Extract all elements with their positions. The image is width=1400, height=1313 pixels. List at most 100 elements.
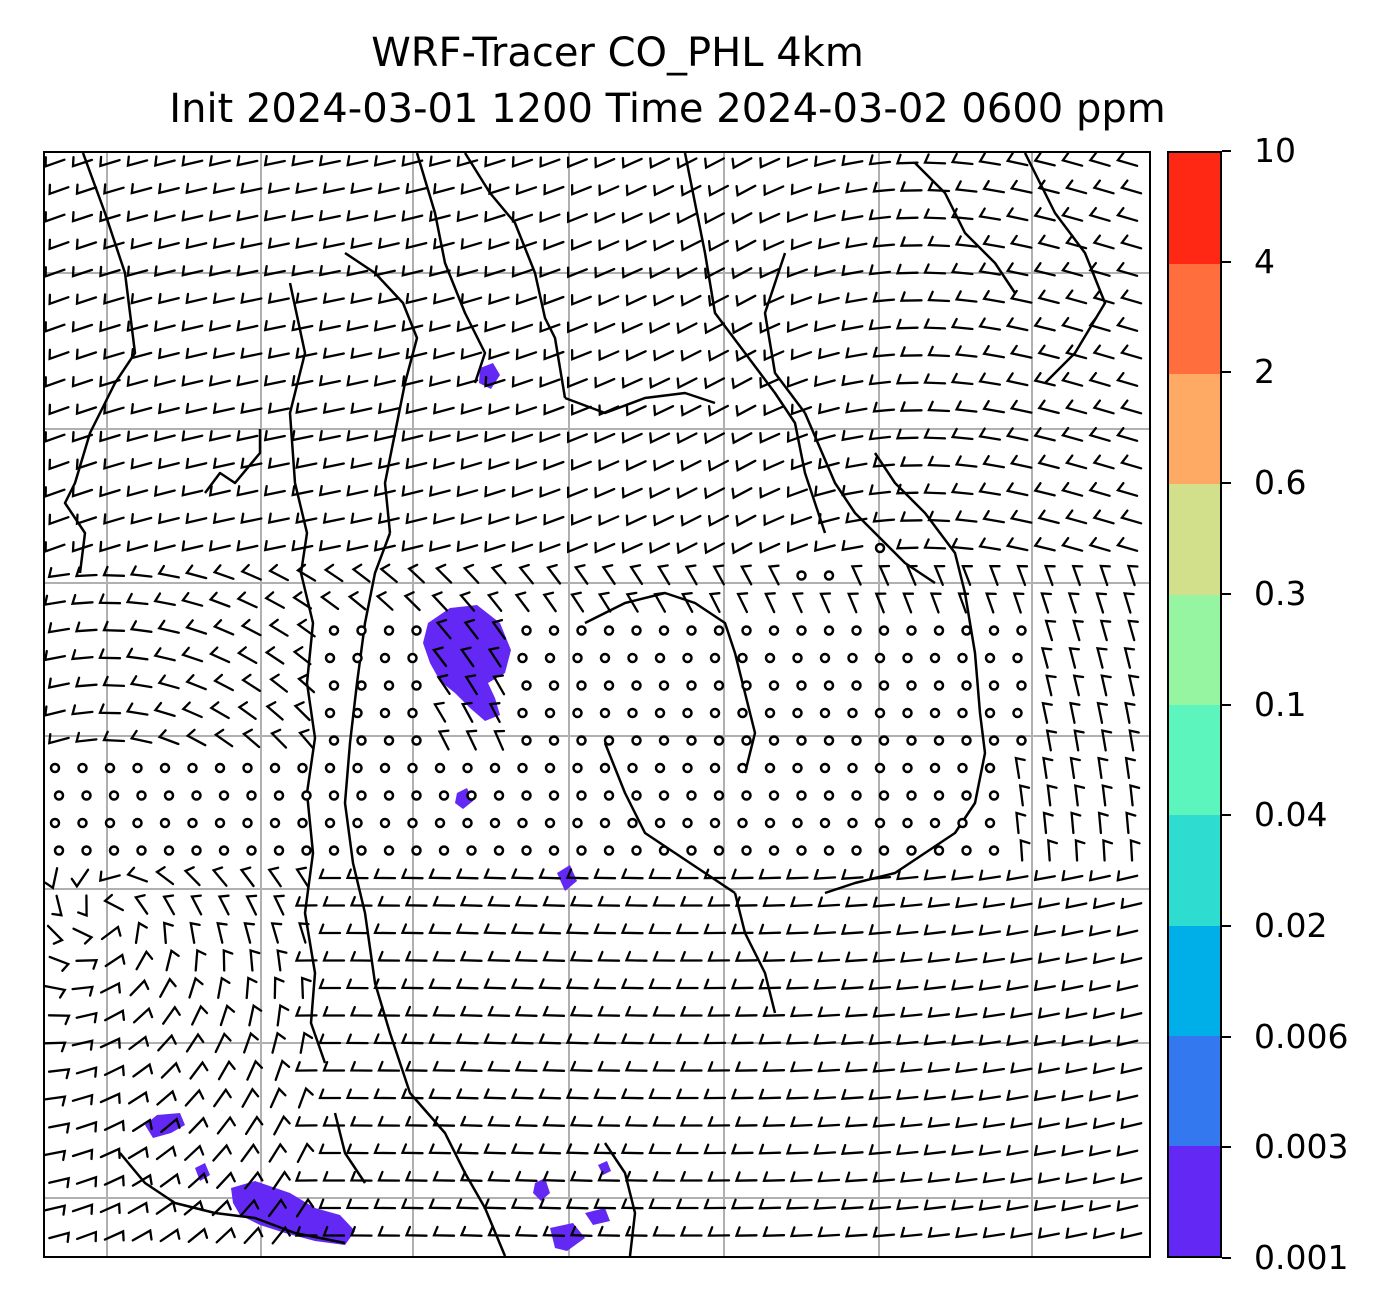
calm-wind-marker <box>411 845 422 856</box>
wind-barb <box>456 375 479 388</box>
wind-barb <box>236 646 258 665</box>
wind-barb <box>791 592 804 614</box>
wind-barb <box>1088 1035 1111 1047</box>
wind-barb <box>460 513 483 525</box>
wind-barb <box>594 321 616 334</box>
wind-barb <box>460 701 474 723</box>
calm-wind-marker <box>984 652 996 664</box>
wind-barb <box>1124 756 1137 780</box>
wind-barb <box>157 237 180 250</box>
wind-barb <box>1033 1034 1056 1047</box>
calm-wind-marker <box>521 790 532 801</box>
wind-barb <box>790 183 813 196</box>
calm-wind-marker <box>603 845 615 856</box>
wind-barb <box>565 1033 589 1045</box>
wind-barb <box>181 265 204 277</box>
wind-barb <box>899 401 923 412</box>
wind-barb <box>1095 646 1108 669</box>
wind-barb <box>1088 316 1111 332</box>
calm-wind-marker <box>379 707 391 719</box>
wind-barb <box>488 348 510 361</box>
wind-barb <box>731 432 753 445</box>
calm-wind-marker <box>764 707 776 719</box>
wind-barb <box>954 235 978 248</box>
wind-barb <box>154 866 175 886</box>
wind-barb <box>1068 646 1081 669</box>
wind-barb <box>789 1006 813 1018</box>
wind-barb <box>45 156 66 168</box>
wind-barb <box>322 347 345 359</box>
wind-barb <box>274 1059 291 1082</box>
wind-barb <box>47 732 70 745</box>
calm-wind-marker <box>599 707 611 719</box>
wind-barb <box>789 1226 813 1238</box>
wind-barb <box>208 210 231 222</box>
wind-barb <box>1095 592 1108 614</box>
wind-barb <box>404 1225 428 1237</box>
wind-barb <box>624 895 648 907</box>
wind-barb <box>679 1005 703 1017</box>
wind-barb <box>71 985 94 997</box>
calm-wind-marker <box>686 790 697 801</box>
wind-barb <box>542 591 557 613</box>
wind-barb <box>377 347 400 360</box>
wind-barb <box>734 951 758 962</box>
wind-barb <box>428 1033 452 1045</box>
wind-barb <box>405 292 428 305</box>
wind-barb <box>625 184 647 197</box>
wind-barb <box>103 893 125 912</box>
wind-barb <box>652 895 676 907</box>
wind-barb <box>403 591 421 612</box>
calm-wind-marker <box>328 680 340 691</box>
calm-wind-marker <box>191 845 202 856</box>
wind-barb <box>1119 344 1143 360</box>
wind-barb <box>763 294 785 307</box>
wind-barb <box>978 207 1002 221</box>
wind-barb <box>649 432 671 445</box>
wind-barb <box>240 563 262 581</box>
calm-wind-marker <box>933 735 945 746</box>
wind-barb <box>621 211 643 224</box>
wind-barb <box>46 924 64 945</box>
wind-barb <box>103 458 125 470</box>
wind-barb <box>707 349 730 362</box>
wind-barb <box>730 1033 754 1045</box>
calm-wind-marker <box>686 680 697 691</box>
calm-wind-marker <box>654 707 666 719</box>
calm-wind-marker <box>686 845 697 856</box>
wind-barb <box>565 868 589 880</box>
colorbar-segment <box>1169 1035 1220 1147</box>
calm-wind-marker <box>379 762 391 774</box>
wind-barb <box>130 348 153 360</box>
wind-barb <box>707 1116 731 1127</box>
wind-barb <box>373 540 396 552</box>
wind-barb <box>239 1198 260 1217</box>
wind-barb <box>236 540 259 552</box>
wind-barb <box>625 404 647 417</box>
calm-wind-marker <box>658 845 670 856</box>
wind-barb <box>1040 592 1053 614</box>
wind-barb <box>573 564 589 585</box>
wind-barb <box>243 1031 259 1054</box>
wind-barb <box>71 265 94 278</box>
wind-barb <box>267 182 290 194</box>
wind-barb <box>273 976 285 1000</box>
wind-barb <box>48 458 70 471</box>
wind-barb <box>649 377 671 390</box>
calm-wind-marker <box>383 845 395 856</box>
wind-barb <box>813 320 836 333</box>
wind-barb <box>707 404 730 417</box>
wind-barb <box>373 155 396 167</box>
wind-barb <box>405 402 428 415</box>
wind-barb <box>543 348 565 361</box>
wind-barb <box>1005 427 1029 442</box>
wind-barb <box>1043 564 1056 587</box>
wind-barb <box>75 403 98 416</box>
colorbar-tick <box>1222 592 1231 595</box>
wind-barb <box>130 513 153 525</box>
wind-barb <box>1073 729 1085 752</box>
wind-barb <box>103 1174 125 1187</box>
wind-barb <box>322 1060 346 1072</box>
wind-barb <box>1100 729 1113 752</box>
wind-barb <box>294 1171 318 1182</box>
